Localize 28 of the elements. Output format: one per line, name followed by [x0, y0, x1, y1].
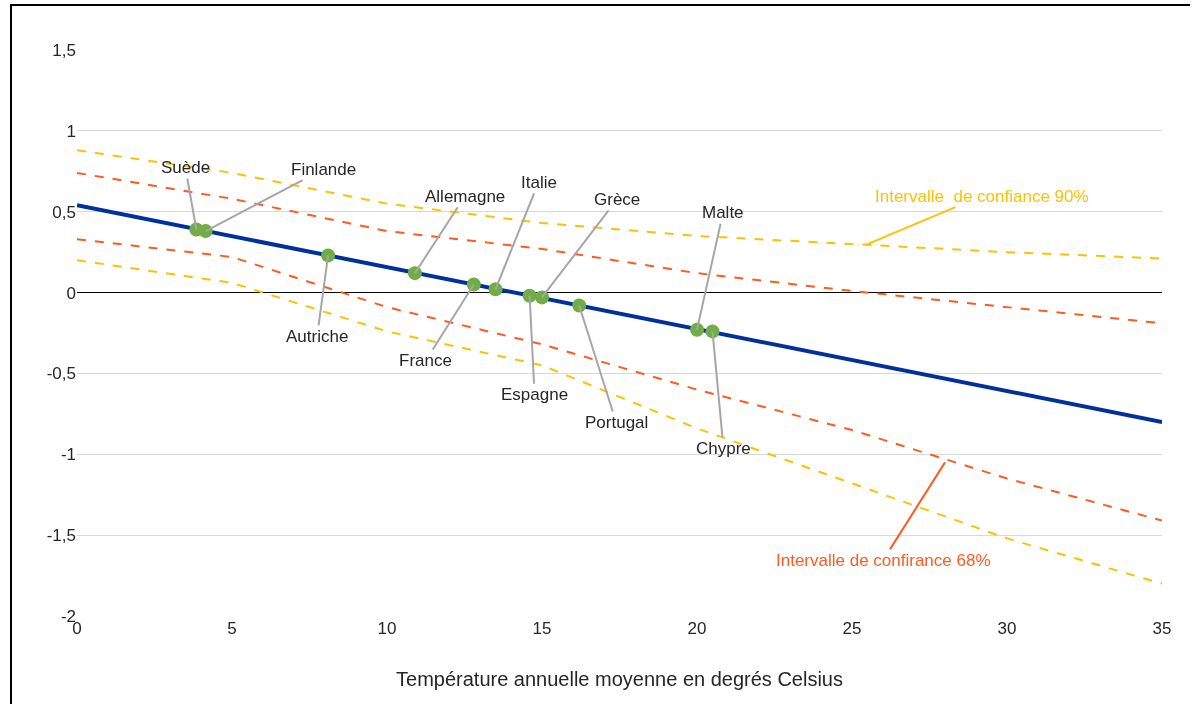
- annotation: Espagne: [501, 385, 569, 404]
- annotation: Portugal: [585, 413, 649, 432]
- y-tick-label: 0,5: [52, 202, 76, 222]
- y-tick-label: 1,5: [52, 40, 76, 60]
- x-tick-label: 10: [377, 619, 397, 638]
- y-tick-label: 0: [66, 283, 76, 303]
- annotation: Allemagne: [425, 187, 506, 206]
- annotation: Suède: [161, 158, 211, 177]
- x-tick-label: 25: [842, 619, 862, 638]
- y-tick-label: 1: [66, 121, 76, 141]
- x-axis-title: Température annuelle moyenne en degrés Celsius: [396, 668, 843, 690]
- x-tick-label: 5: [227, 619, 237, 638]
- y-tick-label: -1,5: [46, 526, 76, 546]
- x-tick-label: 15: [532, 619, 552, 638]
- x-tick-label: 30: [997, 619, 1017, 638]
- x-tick-label: 20: [687, 619, 707, 638]
- y-tick-label: -1: [60, 445, 76, 465]
- annotation: Intervalle de confiance 90%: [875, 187, 1089, 206]
- annotation: Malte: [702, 203, 744, 222]
- annotation: Italie: [521, 173, 557, 192]
- annotation: France: [399, 351, 452, 370]
- y-tick-label: -0,5: [46, 364, 76, 384]
- annotation: Intervalle de confirance 68%: [776, 551, 991, 570]
- annotation: Chypre: [696, 439, 751, 458]
- annotation: Grèce: [594, 190, 641, 209]
- x-tick-label: 35: [1152, 619, 1172, 638]
- annotation: Finlande: [291, 160, 357, 179]
- annotation: Autriche: [286, 327, 349, 346]
